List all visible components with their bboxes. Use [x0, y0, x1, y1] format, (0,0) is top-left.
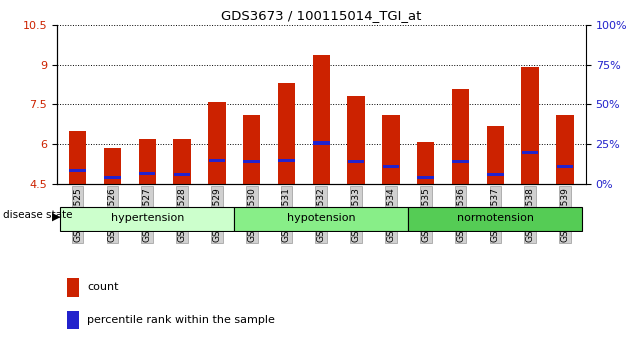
Bar [67, 311, 79, 329]
Bar [69, 169, 86, 172]
Bar [522, 151, 539, 154]
Bar [382, 165, 399, 169]
Bar [556, 115, 574, 184]
Text: ▶: ▶ [52, 212, 60, 222]
Bar [104, 176, 121, 179]
Bar [104, 148, 121, 184]
Bar [278, 83, 295, 184]
Bar [208, 102, 226, 184]
Bar [174, 173, 190, 176]
Bar [67, 278, 79, 297]
Text: disease state: disease state [3, 210, 72, 220]
Bar [139, 172, 156, 175]
Bar [69, 131, 86, 184]
Bar [312, 55, 330, 184]
Bar [278, 159, 295, 162]
Bar [243, 115, 260, 184]
Bar [347, 97, 365, 184]
Bar [382, 115, 399, 184]
Bar [313, 141, 329, 144]
Bar [487, 173, 503, 176]
Bar [243, 160, 260, 163]
Text: count: count [88, 282, 119, 292]
Bar [452, 160, 469, 163]
Bar [209, 159, 225, 162]
Bar [348, 160, 364, 163]
FancyBboxPatch shape [60, 207, 234, 230]
Text: percentile rank within the sample: percentile rank within the sample [88, 315, 275, 325]
FancyBboxPatch shape [408, 207, 582, 230]
Bar [139, 139, 156, 184]
Text: hypotension: hypotension [287, 213, 355, 223]
Text: hypertension: hypertension [110, 213, 184, 223]
Text: normotension: normotension [457, 213, 534, 223]
Bar [452, 88, 469, 184]
Bar [418, 176, 434, 179]
Bar [173, 139, 191, 184]
Bar [557, 165, 573, 169]
Title: GDS3673 / 100115014_TGI_at: GDS3673 / 100115014_TGI_at [221, 9, 421, 22]
Bar [522, 67, 539, 184]
Bar [486, 126, 504, 184]
FancyBboxPatch shape [234, 207, 408, 230]
Bar [417, 142, 435, 184]
